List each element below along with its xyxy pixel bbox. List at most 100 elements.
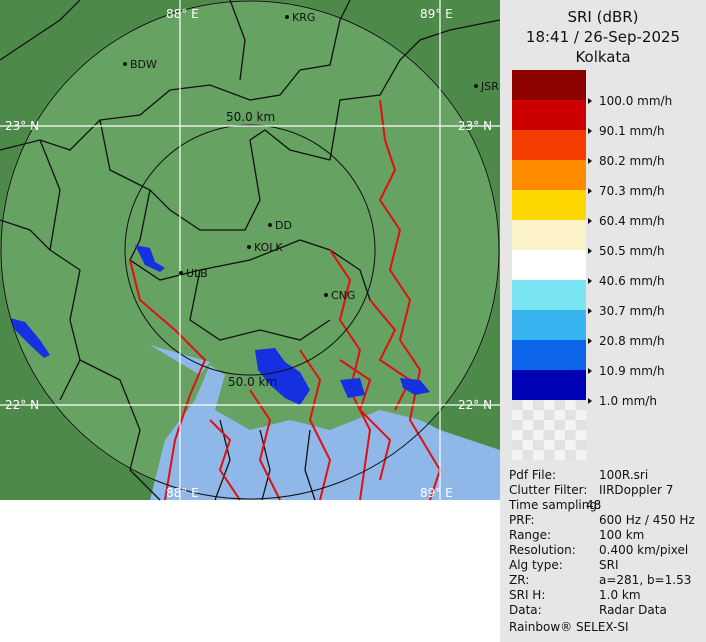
lat-label: 23° N — [458, 119, 492, 133]
product-title: SRI (dBR) — [567, 8, 638, 26]
no-data-swatch — [543, 410, 555, 420]
info-value: 1.0 km — [599, 588, 641, 602]
no-data-swatch — [512, 440, 523, 450]
range-ring — [0, 0, 500, 500]
info-label: SRI H: — [509, 588, 545, 602]
legend-swatch — [512, 220, 586, 250]
no-data-swatch — [575, 450, 587, 460]
lon-label: 89° E — [420, 7, 453, 21]
site-name: Kolkata — [575, 48, 630, 66]
info-label: PRF: — [509, 513, 535, 527]
lat-label: 22° N — [458, 398, 492, 412]
rain-echo — [10, 245, 430, 405]
legend-swatch — [512, 370, 586, 400]
legend-label: 90.1 mm/h — [599, 124, 665, 138]
city-label: ULB — [186, 267, 208, 280]
city-label: CNG — [331, 289, 355, 302]
city-label: KOLK — [254, 241, 283, 254]
legend-swatch — [512, 250, 586, 280]
no-data-swatch — [554, 430, 565, 440]
no-data-swatch — [512, 430, 523, 440]
lat-label: 22° N — [5, 398, 39, 412]
legend-pointer — [588, 368, 592, 374]
city-dot — [285, 15, 289, 19]
no-data-swatch — [543, 440, 555, 450]
legend-pointer — [588, 338, 592, 344]
legend-swatch — [512, 70, 586, 100]
legend-pointer — [588, 248, 592, 254]
no-data-swatch — [543, 430, 555, 440]
info-value: 0.400 km/pixel — [599, 543, 688, 557]
no-data-swatch — [575, 440, 587, 450]
legend-pointer — [588, 398, 592, 404]
no-data-swatch — [575, 430, 587, 440]
legend-label: 1.0 mm/h — [599, 394, 657, 408]
map: 88° E 89° E 88° E 89° E 23° N 23° N 22° … — [0, 0, 501, 501]
lat-label: 23° N — [5, 119, 39, 133]
city-dot — [123, 62, 127, 66]
legend-label: 40.6 mm/h — [599, 274, 665, 288]
city-dot — [247, 245, 251, 249]
no-data-swatch — [575, 410, 587, 420]
no-data-swatch — [512, 400, 523, 410]
legend-label: 30.7 mm/h — [599, 304, 665, 318]
info-table: Pdf File: 100R.sri Clutter Filter: IIRDoppl… — [508, 468, 695, 617]
no-data-swatch — [522, 450, 534, 460]
legend-swatch — [512, 340, 586, 370]
no-data-swatch — [575, 400, 587, 410]
lon-label: 88° E — [166, 7, 199, 21]
city-dot — [268, 223, 272, 227]
no-data-swatch — [554, 400, 565, 410]
legend-swatch — [512, 100, 586, 130]
no-data-swatch — [522, 440, 534, 450]
legend-label: 60.4 mm/h — [599, 214, 665, 228]
no-data-swatch — [575, 420, 587, 430]
legend-label: 20.8 mm/h — [599, 334, 665, 348]
legend-swatch — [512, 130, 586, 160]
no-data-swatch — [512, 410, 523, 420]
legend-label: 10.9 mm/h — [599, 364, 665, 378]
info-value: a=281, b=1.53 — [599, 573, 691, 587]
info-label: Clutter Filter: — [509, 483, 587, 497]
lon-label: 89° E — [420, 486, 453, 500]
no-data-swatch — [533, 420, 544, 430]
graticule — [0, 0, 500, 500]
no-data-swatch — [565, 440, 576, 450]
no-data-swatch — [533, 450, 544, 460]
legend-label: 70.3 mm/h — [599, 184, 665, 198]
no-data-swatch — [565, 410, 576, 420]
legend-swatch — [512, 280, 586, 310]
info-value: 48 — [586, 498, 601, 512]
city-dot — [179, 271, 183, 275]
info-value: 600 Hz / 450 Hz — [599, 513, 695, 527]
info-label: Time sampling: — [508, 498, 601, 512]
no-data-swatch — [554, 420, 565, 430]
no-data-swatch — [533, 440, 544, 450]
info-value: 100 km — [599, 528, 644, 542]
city-label: DD — [275, 219, 292, 232]
lon-label: 88° E — [166, 486, 199, 500]
no-data-swatch — [554, 440, 565, 450]
no-data-swatch — [543, 450, 555, 460]
info-value: SRI — [599, 558, 619, 572]
no-data-swatch — [533, 400, 544, 410]
no-data-swatch — [565, 420, 576, 430]
city-label: BDW — [130, 58, 157, 71]
legend-pointer — [588, 158, 592, 164]
no-data-swatch — [565, 450, 576, 460]
legend-pointer — [588, 188, 592, 194]
legend-pointer — [588, 128, 592, 134]
no-data-swatch — [522, 400, 534, 410]
legend-swatch — [512, 160, 586, 190]
timestamp: 18:41 / 26-Sep-2025 — [526, 28, 680, 46]
info-label: Alg type: — [509, 558, 563, 572]
legend-pointer — [588, 308, 592, 314]
no-data-swatch — [522, 420, 534, 430]
no-data-swatch — [512, 420, 523, 430]
no-data-swatch — [522, 430, 534, 440]
info-label: Range: — [509, 528, 551, 542]
info-label: Pdf File: — [509, 468, 556, 482]
no-data-swatch — [543, 420, 555, 430]
